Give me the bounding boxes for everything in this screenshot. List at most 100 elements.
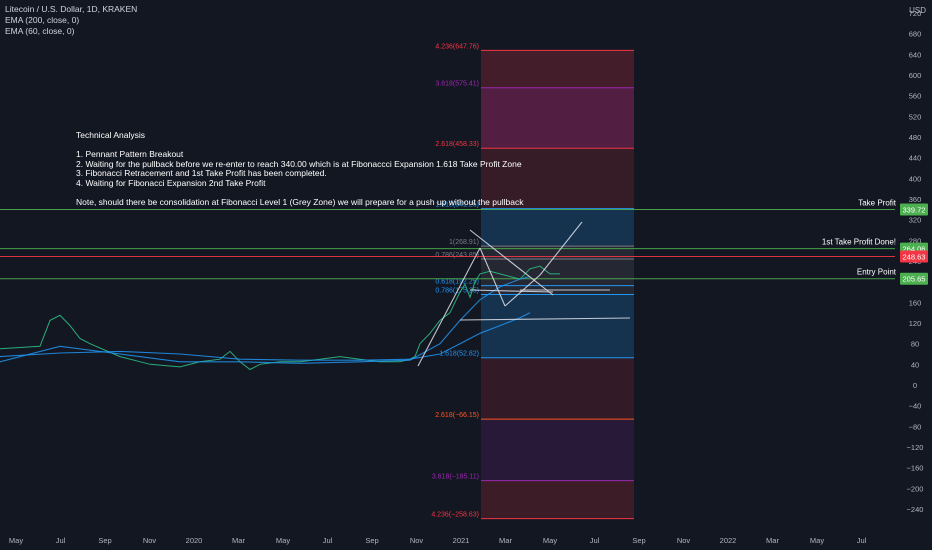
x-tick-9: Nov (410, 536, 424, 545)
x-tick-6: May (276, 536, 290, 545)
fib-zone-3 (481, 208, 634, 247)
level-name-3: Entry Point (857, 268, 897, 277)
x-tick-3: Nov (143, 536, 157, 545)
analysis-line-0: Technical Analysis (76, 130, 145, 140)
analysis-line-2: 1. Pennant Pattern Breakout (76, 149, 184, 160)
fib-label-0: 4.236(647.76) (435, 43, 479, 50)
y-tick-10: 360 (909, 195, 922, 204)
y-tick-21: −80 (909, 422, 922, 431)
trend-line-0 (417, 247, 481, 367)
fib-zone-4 (481, 246, 634, 295)
x-tick-17: Mar (766, 536, 779, 545)
price-tag-0: 339.72 (903, 205, 926, 214)
x-tick-8: Sep (365, 536, 378, 545)
y-tick-5: 560 (909, 92, 922, 101)
fib-label-4: 1(268.91) (449, 239, 479, 246)
price-tag-bg-0 (900, 203, 928, 216)
fib-label-10: 3.618(−185.11) (432, 474, 479, 481)
fibonacci-zones (481, 50, 634, 519)
y-tick-7: 480 (909, 133, 922, 142)
x-tick-4: 2020 (186, 536, 203, 545)
fib-zone-8 (481, 480, 634, 519)
fibonacci-levels: 4.236(647.76) 3.618(575.41) 2.618(458.33) 1… (431, 43, 634, 520)
fib-label-3: 1.618(341.26) (435, 202, 479, 209)
fib-zone-0 (481, 50, 634, 149)
fib-label-6: 0.618(192.25) (435, 279, 479, 286)
x-tick-11: Mar (499, 536, 512, 545)
y-axis: 7607206806406005605204804404003603202802… (907, 9, 924, 514)
trend-drawings (417, 221, 631, 367)
y-tick-24: −200 (907, 484, 924, 493)
x-tick-12: May (543, 536, 557, 545)
level-name-1: 1st Take Profit Done! (822, 238, 896, 247)
series-line-1 (0, 312, 531, 361)
trend-line-5 (469, 289, 554, 293)
trend-line-6 (459, 317, 631, 321)
x-tick-16: 2022 (720, 536, 737, 545)
analysis-line-4: 3. Fibonacci Retracement and 1st Take Pr… (76, 168, 327, 179)
x-axis: May Jul Sep Nov 2020 Mar May Jul Sep Nov 2021 Mar Ma… (9, 536, 867, 545)
analysis-line-7: Note, should there be consolidation at F… (76, 197, 524, 208)
fib-label-1: 3.618(575.41) (435, 81, 479, 88)
fib-label-5: 0.786(243.85) (435, 252, 479, 259)
y-tick-12: 280 (909, 236, 922, 245)
y-tick-25: −240 (907, 505, 924, 514)
y-tick-20: −40 (909, 402, 922, 411)
trend-line-4 (469, 229, 554, 296)
analysis-line-3: 2. Waiting for the pullback before we re… (76, 158, 522, 169)
price-tag-2: 248.63 (903, 253, 926, 262)
analysis-note: Technical Analysis 1. Pennant Pattern Bre… (76, 130, 524, 208)
y-tick-23: −160 (907, 464, 924, 473)
analysis-line-5: 4. Waiting for Fibonacci Expansion 2nd T… (76, 177, 266, 188)
price-tag-bg-2 (900, 250, 928, 263)
series-line-2 (0, 275, 531, 364)
y-tick-11: 320 (909, 216, 922, 225)
y-tick-16: 120 (909, 319, 922, 328)
x-tick-0: May (9, 536, 23, 545)
fib-label-2: 2.618(458.33) (435, 141, 479, 148)
price-tag-1: 264.06 (903, 245, 926, 254)
chart-legend: Litecoin / U.S. Dollar, 1D, KRAKEN EMA (… (5, 4, 137, 37)
indicator-ema-60[interactable]: EMA (60, close, 0) (5, 26, 75, 36)
horizontal-levels: Take Profit 1st Take Profit Done! Entry Po… (0, 198, 897, 280)
fib-zone-7 (481, 419, 634, 481)
price-tag-3: 205.65 (903, 275, 926, 284)
chart-title: Litecoin / U.S. Dollar, 1D, KRAKEN (5, 4, 138, 14)
y-tick-8: 440 (909, 154, 922, 163)
y-tick-18: 40 (911, 360, 919, 369)
fib-label-9: 2.618(−66.15) (435, 412, 479, 419)
trend-line-1 (479, 247, 506, 307)
y-tick-3: 640 (909, 50, 922, 59)
fib-zone-6 (481, 357, 634, 420)
x-tick-18: May (810, 536, 824, 545)
fib-zone-1 (481, 87, 634, 149)
trend-line-3 (539, 221, 583, 276)
y-tick-6: 520 (909, 112, 922, 121)
y-tick-22: −120 (907, 443, 924, 452)
x-tick-14: Sep (632, 536, 645, 545)
y-tick-1: 720 (909, 9, 922, 18)
x-tick-13: Jul (590, 536, 600, 545)
y-tick-2: 680 (909, 30, 922, 39)
y-tick-19: 0 (913, 381, 917, 390)
y-tick-4: 600 (909, 71, 922, 80)
x-tick-2: Sep (98, 536, 111, 545)
fib-label-11: 4.236(−258.63) (431, 512, 479, 519)
price-tag-bg-3 (900, 272, 928, 285)
y-tick-9: 400 (909, 174, 922, 183)
y-tick-17: 80 (911, 340, 919, 349)
x-tick-15: Nov (677, 536, 691, 545)
x-tick-19: Jul (857, 536, 867, 545)
y-tick-15: 160 (909, 298, 922, 307)
level-name-0: Take Profit (858, 198, 897, 207)
indicator-ema-200[interactable]: EMA (200, close, 0) (5, 15, 80, 25)
currency-label: USD (909, 6, 926, 15)
x-tick-5: Mar (232, 536, 245, 545)
fib-label-8: 1.618(52.82) (439, 351, 479, 358)
x-tick-1: Jul (56, 536, 66, 545)
fib-zone-2 (481, 148, 634, 209)
x-tick-10: 2021 (453, 536, 470, 545)
x-tick-7: Jul (323, 536, 333, 545)
